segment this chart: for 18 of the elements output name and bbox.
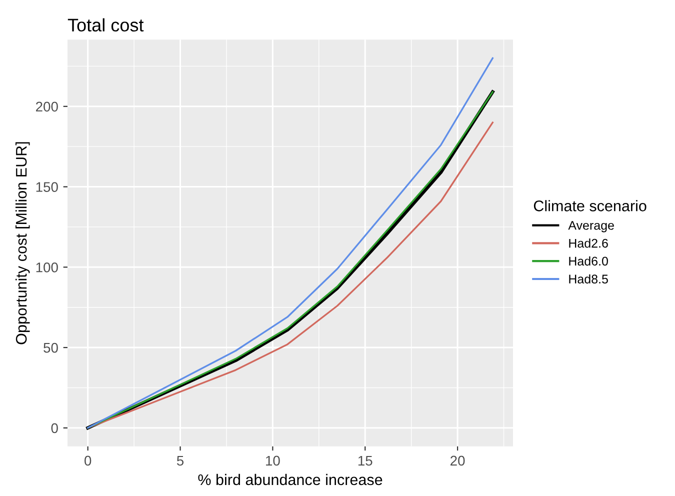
legend-label: Had6.0 bbox=[569, 256, 608, 266]
x-axis-title: % bird abundance increase bbox=[198, 474, 382, 486]
x-tick-label: 0 bbox=[84, 456, 92, 466]
y-tick-label: 200 bbox=[36, 102, 58, 112]
y-tick-label: 100 bbox=[36, 262, 58, 272]
chart-title: Total cost bbox=[68, 18, 144, 32]
x-tick-label: 20 bbox=[450, 456, 465, 466]
legend-label: Had2.6 bbox=[569, 238, 608, 248]
legend-label: Average bbox=[568, 221, 614, 232]
x-tick-label: 15 bbox=[358, 456, 372, 466]
y-tick-label: 50 bbox=[44, 342, 58, 353]
legend-label: Had8.5 bbox=[569, 274, 608, 284]
x-tick-label: 10 bbox=[266, 456, 280, 466]
y-tick-label: 0 bbox=[51, 423, 58, 434]
y-tick-label: 150 bbox=[36, 182, 58, 192]
x-tick-label: 5 bbox=[176, 456, 184, 466]
legend-title: Climate scenario bbox=[534, 200, 646, 212]
y-axis-title: Opportunity cost [Million EUR] bbox=[16, 142, 30, 344]
